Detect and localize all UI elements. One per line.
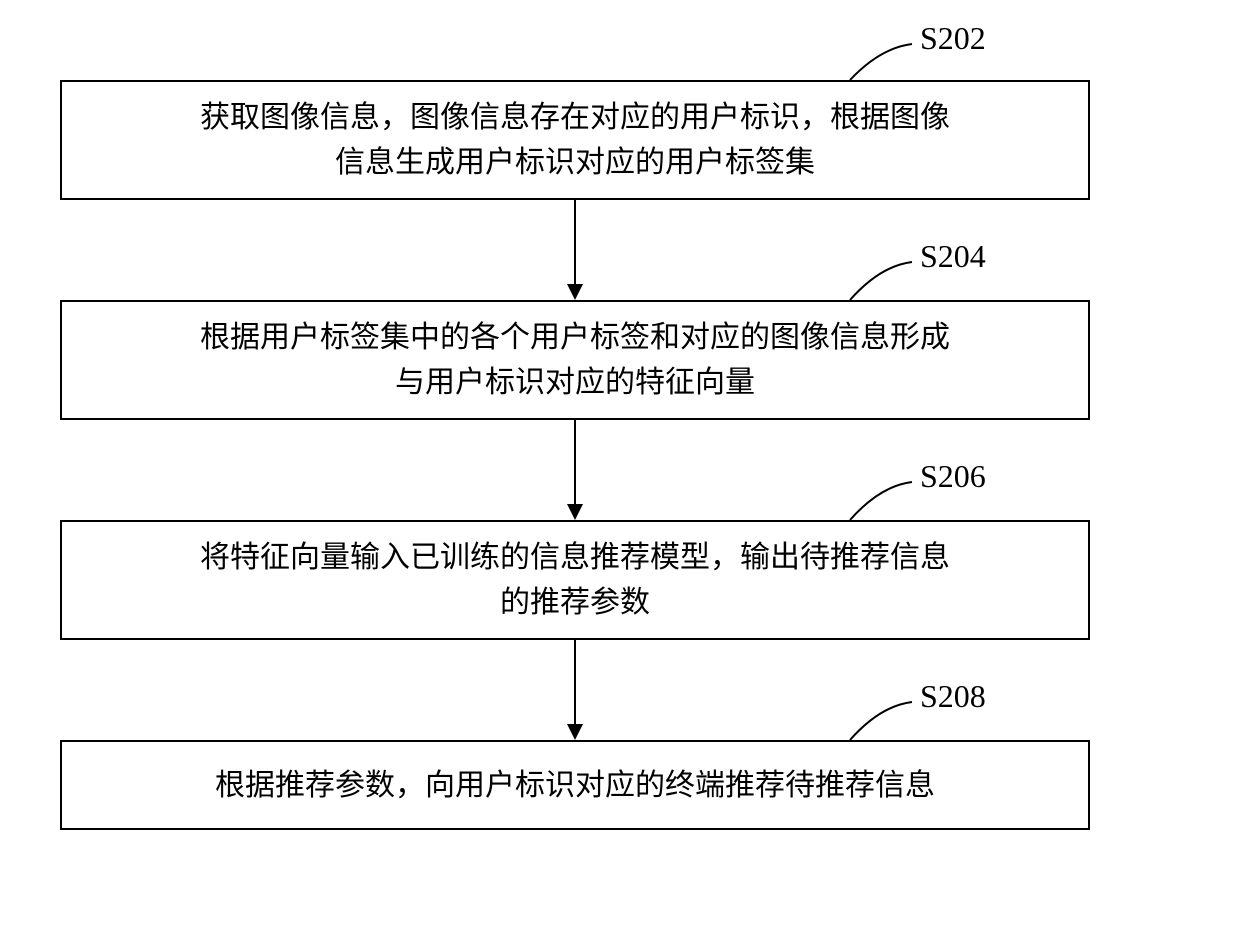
text-line: 的推荐参数 — [200, 580, 950, 625]
step-label-s208: S208 — [920, 678, 986, 715]
label-connector-s202 — [846, 40, 916, 84]
arrow-head-1 — [567, 284, 583, 300]
label-connector-s208 — [846, 698, 916, 744]
text-line: 与用户标识对应的特征向量 — [200, 360, 950, 405]
arrow-line-2 — [574, 420, 576, 504]
step-label-s206: S206 — [920, 458, 986, 495]
label-connector-s206 — [846, 478, 916, 524]
step-label-s204: S204 — [920, 238, 986, 275]
flow-step-s206: 将特征向量输入已训练的信息推荐模型，输出待推荐信息的推荐参数 — [60, 520, 1090, 640]
flow-step-text: 根据推荐参数，向用户标识对应的终端推荐待推荐信息 — [215, 763, 935, 808]
flow-step-text: 根据用户标签集中的各个用户标签和对应的图像信息形成与用户标识对应的特征向量 — [200, 315, 950, 405]
label-connector-s204 — [846, 258, 916, 304]
arrow-line-3 — [574, 640, 576, 724]
flow-step-text: 获取图像信息，图像信息存在对应的用户标识，根据图像信息生成用户标识对应的用户标签… — [200, 95, 950, 185]
flow-step-text: 将特征向量输入已训练的信息推荐模型，输出待推荐信息的推荐参数 — [200, 535, 950, 625]
text-line: 信息生成用户标识对应的用户标签集 — [200, 140, 950, 185]
text-line: 根据推荐参数，向用户标识对应的终端推荐待推荐信息 — [215, 763, 935, 808]
text-line: 将特征向量输入已训练的信息推荐模型，输出待推荐信息 — [200, 535, 950, 580]
arrow-head-2 — [567, 504, 583, 520]
flow-step-s204: 根据用户标签集中的各个用户标签和对应的图像信息形成与用户标识对应的特征向量 — [60, 300, 1090, 420]
text-line: 获取图像信息，图像信息存在对应的用户标识，根据图像 — [200, 95, 950, 140]
text-line: 根据用户标签集中的各个用户标签和对应的图像信息形成 — [200, 315, 950, 360]
flow-step-s202: 获取图像信息，图像信息存在对应的用户标识，根据图像信息生成用户标识对应的用户标签… — [60, 80, 1090, 200]
arrow-line-1 — [574, 200, 576, 284]
flow-step-s208: 根据推荐参数，向用户标识对应的终端推荐待推荐信息 — [60, 740, 1090, 830]
step-label-s202: S202 — [920, 20, 986, 57]
arrow-head-3 — [567, 724, 583, 740]
